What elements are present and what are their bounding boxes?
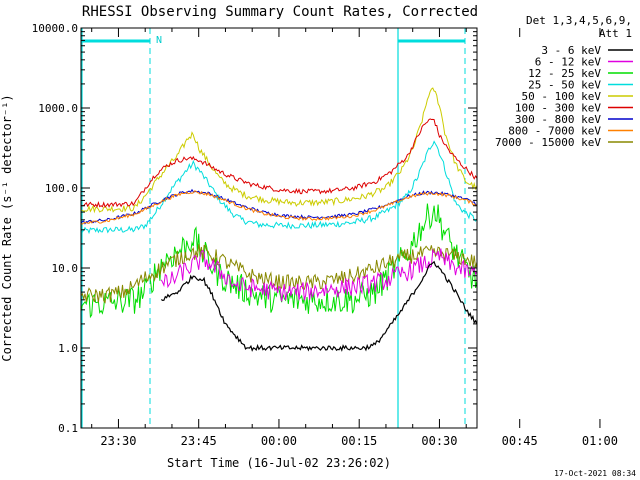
legend-label: 3 - 6 keV bbox=[541, 44, 601, 57]
x-tick-label: 23:30 bbox=[100, 434, 136, 448]
x-tick-label: 00:45 bbox=[502, 434, 538, 448]
y-axis: 10000.0 1000.0 100.0 10.0 1.0 0.1 bbox=[32, 22, 477, 435]
legend-header-line2: Att 1 bbox=[599, 27, 632, 40]
series-line bbox=[80, 140, 478, 235]
legend-label: 100 - 300 keV bbox=[515, 102, 601, 115]
legend-label: 25 - 50 keV bbox=[528, 79, 601, 92]
observation-overlay: N bbox=[81, 28, 466, 428]
x-tick-label: 00:00 bbox=[261, 434, 297, 448]
series-line bbox=[80, 118, 478, 209]
legend-label: 12 - 25 keV bbox=[528, 67, 601, 80]
x-axis-label: Start Time (16-Jul-02 23:26:02) bbox=[167, 456, 391, 470]
series-line bbox=[160, 260, 478, 352]
legend-label: 300 - 800 keV bbox=[515, 113, 601, 126]
y-tick-label: 10.0 bbox=[52, 262, 79, 275]
series-line bbox=[80, 190, 478, 225]
plot-lines bbox=[80, 87, 478, 352]
y-tick-label: 100.0 bbox=[45, 182, 78, 195]
timestamp: 17-Oct-2021 08:34 bbox=[554, 469, 636, 478]
legend-header-line1: Det 1,3,4,5,6,9, bbox=[526, 14, 632, 27]
legend-label: 7000 - 15000 keV bbox=[495, 136, 601, 149]
chart-title: RHESSI Observing Summary Count Rates, Co… bbox=[82, 4, 478, 20]
y-tick-label: 1000.0 bbox=[38, 102, 78, 115]
annotation-n: N bbox=[156, 35, 162, 46]
y-tick-label: 1.0 bbox=[58, 342, 78, 355]
y-tick-label: 10000.0 bbox=[32, 22, 78, 35]
legend-label: 50 - 100 keV bbox=[522, 90, 602, 103]
plot-frame bbox=[80, 27, 478, 429]
legend-label: 6 - 12 keV bbox=[535, 56, 602, 69]
x-tick-label: 00:15 bbox=[341, 434, 377, 448]
x-tick-label: 23:45 bbox=[181, 434, 217, 448]
y-tick-label: 0.1 bbox=[58, 422, 78, 435]
series-line bbox=[80, 244, 478, 304]
legend-label: 800 - 7000 keV bbox=[508, 125, 601, 138]
x-tick-label: 00:30 bbox=[421, 434, 457, 448]
y-axis-label: Corrected Count Rate (s⁻¹ detector⁻¹) bbox=[0, 94, 14, 361]
x-axis: 23:30 23:45 00:00 00:15 00:30 00:45 01:00 bbox=[91, 28, 618, 448]
x-tick-label: 01:00 bbox=[582, 434, 618, 448]
series-line bbox=[160, 248, 478, 302]
